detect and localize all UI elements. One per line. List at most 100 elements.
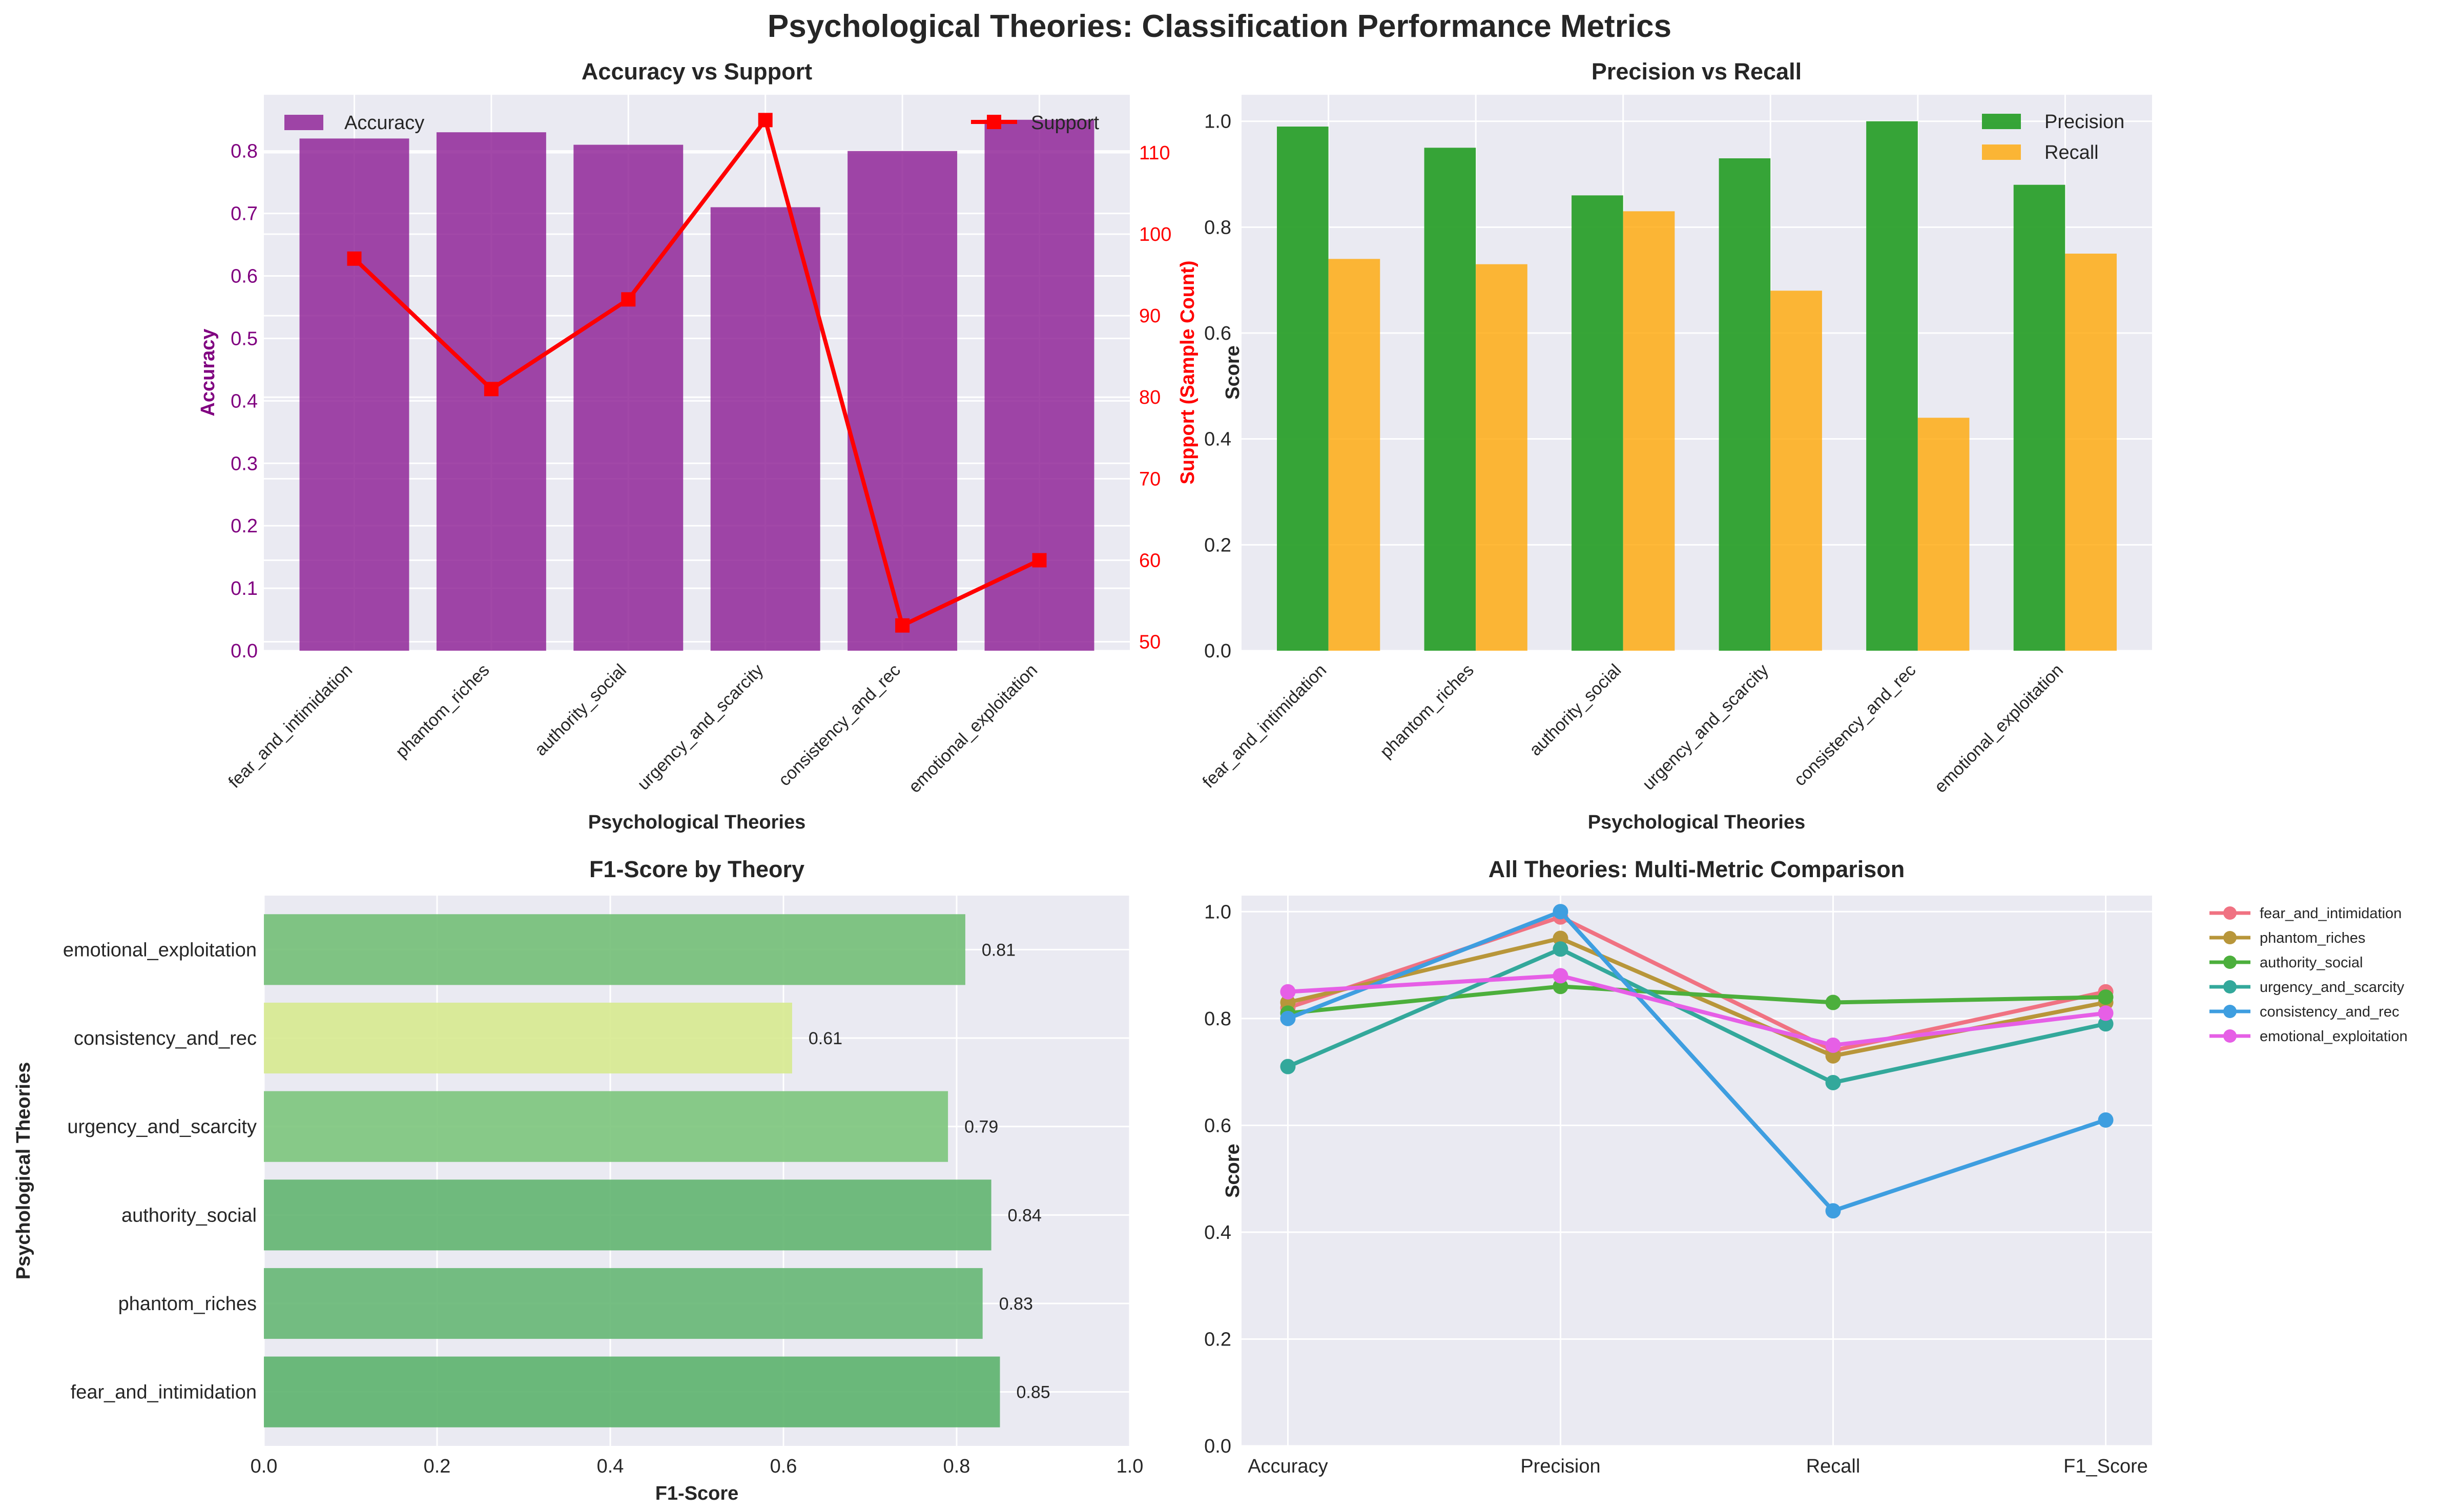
theory-point bbox=[2098, 989, 2114, 1005]
multi-metric-chart: 0.0 0.2 0.4 0.6 0.8 1.0 Accuracy Precision Reca… bbox=[1204, 856, 2407, 1477]
score-tick-label: 0.8 bbox=[1204, 217, 1231, 238]
category-tick-label: emotional_exploitation bbox=[1931, 660, 2067, 797]
figure-title: Psychological Theories: Classification P… bbox=[768, 9, 1671, 44]
score-tick-label: 0.6 bbox=[1204, 1115, 1231, 1136]
category-tick-label: fear_and_intimidation bbox=[224, 660, 356, 792]
theory-point bbox=[1553, 979, 1568, 995]
accuracy-tick-label: 0.0 bbox=[231, 640, 258, 662]
category-tick-label: authority_social bbox=[121, 1205, 257, 1226]
score-tick-label: 0.0 bbox=[1204, 640, 1231, 662]
precision-bar bbox=[1424, 148, 1476, 651]
category-tick-label: authority_social bbox=[531, 660, 630, 760]
accuracy-tick-label: 0.5 bbox=[231, 328, 258, 349]
score-tick-label: 1.0 bbox=[1204, 111, 1231, 133]
accuracy-axis-ticks: 0.0 0.1 0.2 0.3 0.4 0.5 0.6 0.7 0.8 bbox=[231, 141, 258, 662]
category-tick-label: emotional_exploitation bbox=[905, 660, 1041, 797]
category-tick-label: consistency_and_rec bbox=[1790, 660, 1920, 790]
support-point bbox=[1032, 553, 1047, 568]
accuracy-legend-swatch bbox=[284, 115, 323, 130]
support-point bbox=[758, 113, 773, 128]
precision-recall-x-label: Psychological Theories bbox=[1588, 812, 1805, 833]
score-tick-label: 1.0 bbox=[1204, 901, 1231, 923]
accuracy-legend-label: Accuracy bbox=[344, 112, 424, 134]
support-line bbox=[347, 113, 1047, 633]
score-tick-label: 0.0 bbox=[1204, 1436, 1231, 1457]
theory-series-line bbox=[1287, 909, 2106, 1213]
score-tick-label: 0.4 bbox=[1204, 429, 1231, 450]
category-tick-label: authority_social bbox=[1525, 660, 1625, 760]
accuracy-bar bbox=[848, 151, 958, 651]
legend-marker bbox=[2223, 906, 2237, 920]
metric-tick-label: Accuracy bbox=[1248, 1456, 1328, 1477]
theory-point bbox=[1280, 984, 1296, 1000]
recall-bar bbox=[1623, 211, 1675, 651]
theory-series-line bbox=[1287, 947, 2106, 1085]
precision-bar bbox=[1572, 195, 1623, 651]
theory-series-line bbox=[1287, 915, 2106, 1053]
accuracy-legend: Accuracy bbox=[284, 112, 424, 134]
metric-tick-label: Precision bbox=[1520, 1456, 1600, 1477]
legend-marker bbox=[2223, 931, 2237, 944]
score-tick-label: 0.6 bbox=[1204, 323, 1231, 344]
legend-label: authority_social bbox=[2260, 955, 2363, 971]
legend-marker bbox=[2223, 1005, 2237, 1018]
accuracy-bar bbox=[984, 119, 1094, 651]
precision-recall-title: Precision vs Recall bbox=[1591, 58, 1802, 85]
f1-value-label: 0.61 bbox=[809, 1029, 842, 1048]
accuracy-support-title: Accuracy vs Support bbox=[582, 58, 812, 85]
multi-metric-title: All Theories: Multi-Metric Comparison bbox=[1489, 856, 1905, 882]
multi-metric-lines bbox=[1280, 904, 2114, 1219]
support-point bbox=[895, 618, 910, 633]
support-tick-label: 50 bbox=[1139, 632, 1161, 653]
support-tick-label: 100 bbox=[1139, 224, 1171, 245]
accuracy-tick-label: 0.6 bbox=[231, 266, 258, 287]
precision-legend-label: Precision bbox=[2044, 111, 2124, 133]
theory-point bbox=[1553, 930, 1568, 946]
legend-label: urgency_and_scarcity bbox=[2260, 979, 2405, 996]
precision-recall-bars bbox=[1277, 121, 2117, 651]
support-point bbox=[621, 292, 636, 307]
accuracy-tick-label: 0.3 bbox=[231, 453, 258, 474]
multi-metric-y-label: Score bbox=[1222, 1144, 1244, 1198]
theory-point bbox=[1825, 1074, 1841, 1090]
f1-tick-label: 1.0 bbox=[1117, 1456, 1144, 1477]
theory-point bbox=[1825, 995, 1841, 1010]
theory-point bbox=[2098, 1016, 2114, 1032]
accuracy-support-x-label: Psychological Theories bbox=[588, 812, 805, 833]
accuracy-bars bbox=[299, 119, 1094, 651]
support-tick-label: 70 bbox=[1139, 468, 1161, 490]
f1-x-ticks: 0.0 0.2 0.4 0.6 0.8 1.0 bbox=[251, 1456, 1144, 1477]
theory-point bbox=[1825, 1037, 1841, 1053]
f1-bar bbox=[264, 1268, 983, 1339]
recall-bar bbox=[1770, 291, 1822, 651]
support-axis-ticks: 50 60 70 80 90 100 110 bbox=[1139, 142, 1171, 653]
support-series-line bbox=[353, 118, 1041, 628]
score-tick-label: 0.2 bbox=[1204, 534, 1231, 556]
category-tick-label: fear_and_intimidation bbox=[1199, 660, 1331, 792]
accuracy-bar bbox=[299, 138, 409, 651]
legend-marker bbox=[2223, 1029, 2237, 1043]
support-tick-label: 60 bbox=[1139, 550, 1161, 571]
support-legend: Support bbox=[971, 112, 1100, 134]
f1-value-label: 0.83 bbox=[999, 1294, 1033, 1314]
support-tick-label: 80 bbox=[1139, 387, 1161, 408]
f1-tick-label: 0.2 bbox=[424, 1456, 451, 1477]
score-tick-label: 0.4 bbox=[1204, 1222, 1231, 1244]
theory-point bbox=[1280, 1010, 1296, 1026]
precision-bar bbox=[1277, 127, 1329, 651]
score-tick-label: 0.8 bbox=[1204, 1008, 1231, 1030]
precision-recall-legend: Precision Recall bbox=[1982, 111, 2124, 163]
precision-bar bbox=[1719, 158, 1771, 651]
recall-bar bbox=[1328, 259, 1380, 651]
theory-series-line bbox=[1288, 984, 2106, 1016]
support-tick-label: 110 bbox=[1139, 142, 1170, 164]
precision-recall-y-label: Score bbox=[1222, 345, 1244, 400]
category-tick-label: urgency_and_scarcity bbox=[67, 1116, 257, 1138]
f1-value-label: 0.79 bbox=[964, 1117, 998, 1137]
theory-point bbox=[1825, 1048, 1841, 1064]
category-tick-label: consistency_and_rec bbox=[74, 1028, 257, 1049]
legend-label: emotional_exploitation bbox=[2260, 1028, 2408, 1045]
theory-point bbox=[2098, 1112, 2114, 1128]
f1-value-labels: 0.85 0.83 0.84 0.79 0.61 0.81 bbox=[809, 940, 1050, 1402]
f1-title: F1-Score by Theory bbox=[589, 856, 804, 882]
